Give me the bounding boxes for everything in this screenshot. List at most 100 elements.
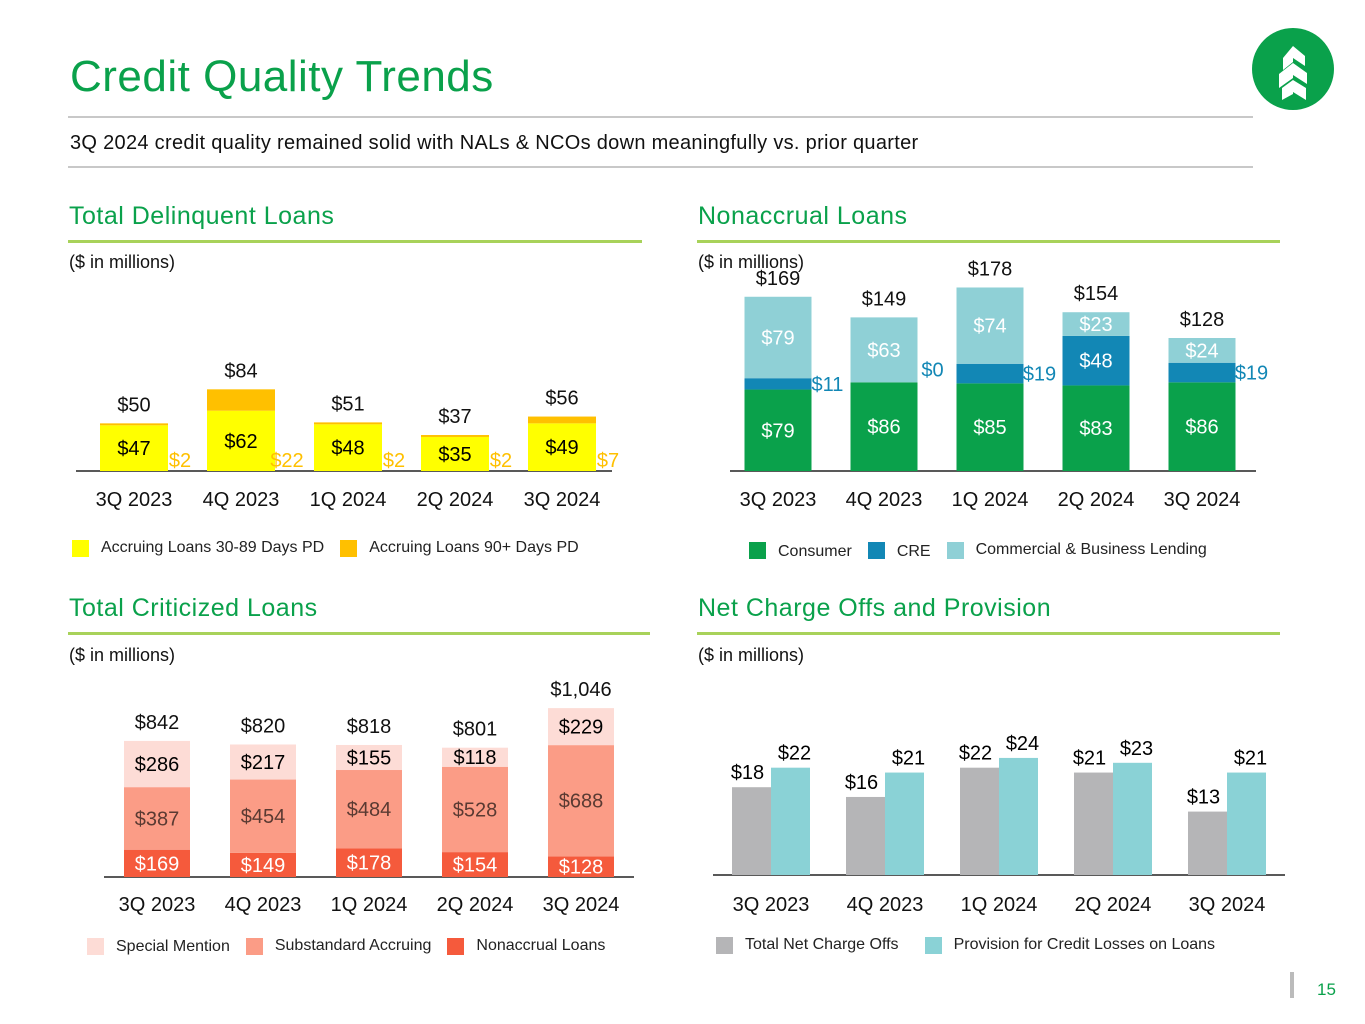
data-label: $22 [959, 743, 992, 765]
data-label: $155 [347, 747, 392, 769]
total-label: $50 [117, 394, 150, 416]
bar-segment [956, 287, 1024, 364]
legend-item: Provision for Credit Losses on Loans [924, 936, 1215, 954]
legend-label: Substandard Accruing [274, 937, 432, 954]
bar [1188, 811, 1227, 875]
data-label: $63 [867, 340, 900, 362]
legend-label: Special Mention [116, 938, 230, 955]
bar [771, 767, 810, 875]
legend-swatch [716, 936, 733, 954]
data-label: $86 [1185, 417, 1218, 439]
legend-item: Commercial & Business Lending [946, 541, 1207, 559]
legend-swatch [924, 936, 942, 954]
data-label: $21 [892, 748, 925, 770]
page-subtitle: 3Q 2024 credit quality remained solid wi… [70, 132, 919, 154]
data-label: $286 [135, 754, 180, 776]
data-label: $149 [241, 855, 286, 877]
x-tick-label: 3Q 2024 [524, 489, 601, 511]
total-label: $37 [438, 406, 471, 428]
x-tick-label: 1Q 2024 [952, 489, 1029, 511]
data-label: $48 [331, 438, 364, 460]
data-label: $85 [973, 417, 1006, 439]
x-tick-label: 2Q 2024 [417, 489, 494, 511]
unit-label: ($ in millions) [698, 645, 805, 665]
panel-title-delinquent: Total Delinquent Loans [69, 202, 335, 230]
legend-delinquent: Accruing Loans 30-89 Days PD Accruing Lo… [72, 539, 595, 557]
x-tick-label: 3Q 2023 [740, 489, 817, 511]
legend-swatch [867, 541, 885, 559]
bar-segment [100, 425, 168, 471]
legend-item: Accruing Loans 30-89 Days PD [72, 539, 324, 557]
tree-logo-icon [1252, 28, 1334, 110]
legend-label: Commercial & Business Lending [975, 541, 1207, 558]
data-label: $23 [1120, 738, 1153, 760]
bar [846, 796, 885, 875]
legend-item: Total Net Charge Offs [716, 936, 899, 954]
data-label: $229 [559, 717, 604, 739]
bar-segment [314, 424, 382, 471]
legend-label: Accruing Loans 90+ Days PD [369, 539, 579, 556]
bar-segment [421, 435, 489, 437]
data-label: $19 [1235, 363, 1268, 385]
bar-segment [528, 423, 596, 471]
total-label: $1,046 [550, 679, 611, 701]
bar [1113, 762, 1152, 875]
bar-segment [230, 852, 296, 877]
x-tick-label: 2Q 2024 [1075, 894, 1152, 916]
data-label: $74 [973, 316, 1006, 338]
total-label: $128 [1180, 309, 1225, 331]
bar-segment [207, 389, 275, 411]
bar-segment [442, 766, 508, 853]
legend-item: Nonaccrual Loans [447, 937, 605, 955]
x-tick-label: 3Q 2024 [1189, 894, 1266, 916]
data-label: $16 [845, 772, 878, 794]
bar-segment [956, 383, 1024, 471]
legend-nonaccrual: Consumer CRE Commercial & Business Lendi… [749, 539, 1223, 561]
data-label: $18 [731, 762, 764, 784]
x-tick-label: 3Q 2023 [733, 894, 810, 916]
legend-swatch [340, 539, 358, 557]
x-tick-label: 3Q 2023 [119, 894, 196, 916]
total-label: $149 [862, 288, 907, 310]
bar-segment [100, 423, 168, 426]
legend-swatch [245, 937, 263, 955]
panel-title-nco: Net Charge Offs and Provision [698, 594, 1052, 622]
x-tick-label: 2Q 2024 [1058, 489, 1135, 511]
x-tick-label: 3Q 2023 [96, 489, 173, 511]
bar-segment [1168, 362, 1236, 383]
legend-swatch [72, 539, 89, 557]
total-label: $169 [756, 268, 801, 290]
bar-segment [1062, 335, 1130, 386]
data-label: $83 [1079, 418, 1112, 440]
data-label: $49 [545, 437, 578, 459]
legend-label: CRE [896, 543, 931, 560]
data-label: $62 [224, 431, 257, 453]
bar-segment [850, 317, 918, 383]
legend-item: Substandard Accruing [245, 937, 432, 955]
bar-segment [314, 422, 382, 425]
bar-segment [1062, 385, 1130, 471]
legend-criticized: Special Mention Substandard Accruing Non… [87, 936, 621, 956]
bar-segment [956, 363, 1024, 384]
panel-rule [697, 632, 1280, 635]
bar [960, 767, 999, 875]
total-label: $56 [545, 388, 578, 410]
x-tick-label: 3Q 2024 [1164, 489, 1241, 511]
bar-segment [336, 770, 402, 849]
bar-segment [744, 378, 812, 390]
x-tick-label: 4Q 2023 [225, 894, 302, 916]
subtitle-divider [68, 166, 1253, 168]
total-label: $154 [1074, 283, 1119, 305]
bar-segment [548, 745, 614, 857]
bar-segment [336, 848, 402, 877]
panel-rule [697, 240, 1280, 243]
bar-segment [442, 852, 508, 877]
bar-segment [548, 856, 614, 877]
data-label: $79 [761, 327, 794, 349]
legend-item: CRE [867, 539, 931, 561]
bar-segment [850, 382, 918, 471]
data-label: $7 [597, 450, 619, 472]
data-label: $454 [241, 806, 286, 828]
